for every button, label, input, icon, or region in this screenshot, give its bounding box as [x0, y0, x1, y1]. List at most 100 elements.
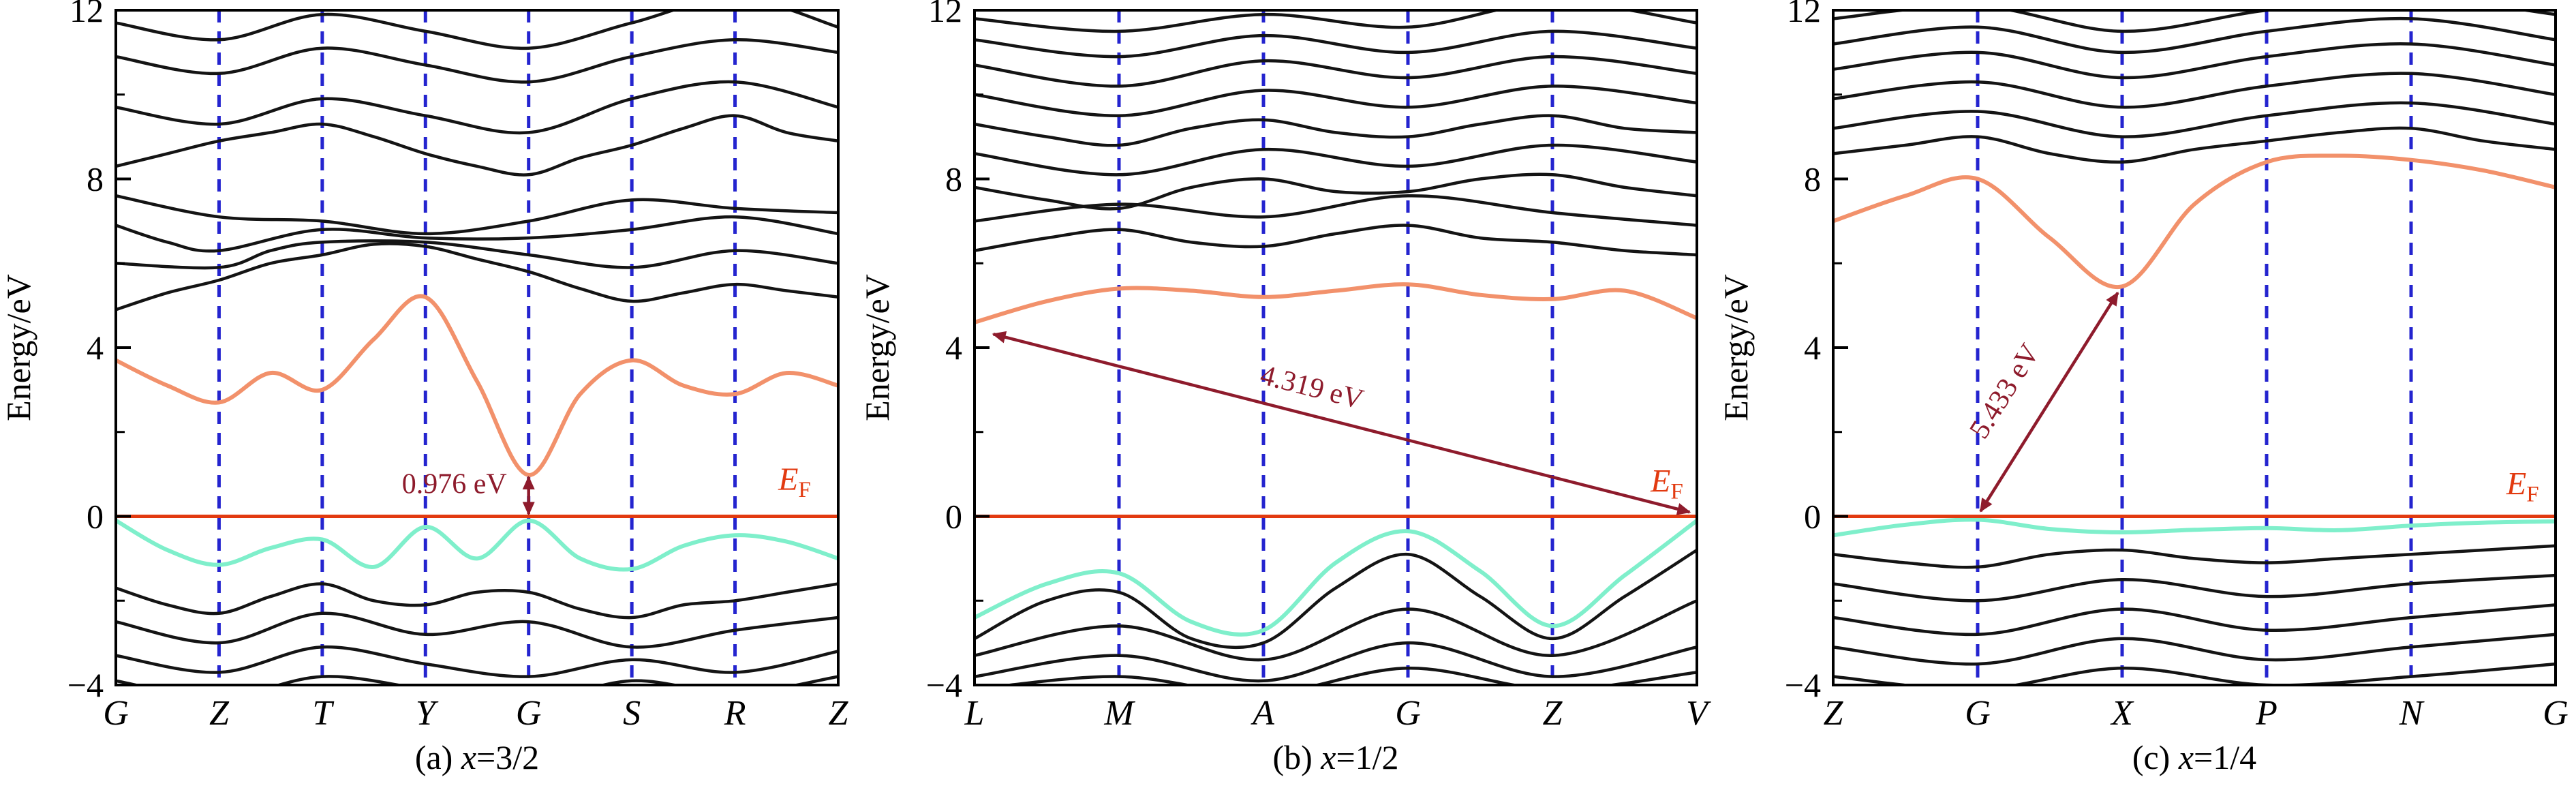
band-gap-arrow — [992, 331, 1691, 515]
x-tick-label: N — [2399, 694, 2425, 733]
band-curve — [1833, 544, 2556, 569]
x-tick-label: G — [516, 694, 542, 733]
fermi-level-label: EF — [2506, 466, 2539, 506]
x-tick-label: A — [1251, 694, 1274, 733]
band-curve — [975, 172, 1697, 211]
valence-band-curve — [975, 518, 1697, 637]
conduction-band-curve — [116, 294, 838, 477]
band-curve — [1833, 10, 2556, 33]
y-axis-label: Energy/eV — [1717, 274, 1755, 421]
band-curve — [116, 10, 838, 50]
panel-c: −4 0 4 8 12 Z G X P N G Energy/eV EF 5.433 eV (c) x=1… — [1717, 0, 2576, 805]
y-tick-label: 8 — [1804, 160, 1821, 198]
x-tick-label: G — [103, 694, 129, 733]
band-curve — [116, 194, 838, 236]
band-curve — [116, 645, 838, 678]
x-tick-label: G — [1395, 694, 1421, 733]
x-tick-label: V — [1686, 694, 1711, 733]
x-tick-label: Z — [209, 694, 230, 733]
y-tick-label: 12 — [70, 0, 104, 29]
x-tick-label: R — [724, 694, 746, 733]
x-tick-label: M — [1103, 694, 1135, 733]
band-plot-a: −4 0 4 8 12 G Z T Y G S R Z Energy/eV EF 0.976 eV — [0, 0, 849, 733]
bands-group — [116, 10, 838, 685]
band-curve — [116, 242, 838, 312]
caption-suffix: =1/2 — [1336, 738, 1399, 776]
y-tick-label: 0 — [945, 498, 962, 536]
x-tick-label: L — [964, 694, 985, 733]
band-curve — [1833, 72, 2556, 109]
band-curve — [975, 55, 1697, 88]
band-curve — [975, 10, 1697, 33]
caption-variable: x — [1321, 738, 1336, 776]
band-curve — [1833, 101, 2556, 138]
x-tick-label: Z — [1824, 694, 1844, 733]
caption-variable: x — [461, 738, 477, 776]
x-tick-label: P — [2255, 694, 2278, 733]
band-curve — [1833, 16, 2556, 55]
panel-b: −4 0 4 8 12 L M A G Z V Energy/eV EF 4.319 eV (b) x=1… — [859, 0, 1717, 805]
band-curve — [1833, 603, 2556, 637]
caption-prefix: (a) — [414, 738, 461, 776]
band-curve — [1833, 633, 2556, 666]
band-curve — [975, 114, 1697, 147]
caption-suffix: =3/2 — [476, 738, 540, 776]
panel-caption-a: (a) x=3/2 — [0, 738, 859, 777]
band-curve — [116, 114, 838, 177]
y-tick-label: 4 — [1804, 329, 1821, 367]
band-curve — [1833, 662, 2556, 685]
plot-frame — [114, 9, 840, 686]
y-tick-label: 0 — [1804, 498, 1821, 536]
conduction-band-curve — [975, 282, 1697, 324]
caption-prefix: (b) — [1272, 738, 1321, 776]
band-curve — [975, 599, 1697, 662]
band-curve — [975, 224, 1697, 257]
y-tick-label: 12 — [928, 0, 962, 29]
y-tick-label: 4 — [945, 329, 962, 367]
x-tick-label: G — [1965, 694, 1991, 733]
band-curve — [116, 38, 838, 84]
band-gap-label: 0.976 eV — [402, 468, 507, 500]
y-tick-label: 4 — [87, 329, 104, 367]
x-tick-label: G — [2543, 694, 2569, 733]
panel-caption-b: (b) x=1/2 — [859, 738, 1717, 777]
y-axis-label: Energy/eV — [0, 274, 37, 421]
fermi-level-label: EF — [1650, 464, 1683, 504]
valence-band-curve — [116, 518, 838, 572]
panel-a: −4 0 4 8 12 G Z T Y G S R Z Energy/eV EF 0.976 eV (a) x… — [0, 0, 859, 805]
band-curve — [116, 239, 838, 270]
y-tick-label: 0 — [87, 498, 104, 536]
y-tick-label: −4 — [926, 666, 962, 704]
band-curve — [975, 143, 1697, 177]
band-curve — [975, 194, 1697, 227]
band-curve — [975, 85, 1697, 117]
bands-group — [975, 10, 1697, 685]
caption-suffix: =1/4 — [2194, 738, 2257, 776]
y-tick-label: 8 — [945, 160, 962, 198]
band-curve — [116, 80, 838, 135]
x-tick-label: S — [623, 694, 641, 733]
x-tick-label: Z — [829, 694, 849, 733]
x-tick-label: Y — [416, 694, 439, 733]
valence-band-curve — [1833, 517, 2556, 538]
band-curve — [975, 548, 1697, 650]
x-tick-label: T — [312, 694, 334, 733]
x-tick-label: Z — [1543, 694, 1563, 733]
fermi-level-label: EF — [778, 461, 811, 502]
caption-variable: x — [2178, 738, 2194, 776]
bands-group — [1833, 10, 2556, 685]
band-curve — [975, 29, 1697, 59]
x-tick-label: X — [2110, 694, 2134, 733]
band-curve — [1833, 126, 2556, 164]
y-tick-label: −4 — [67, 666, 104, 704]
y-tick-label: 12 — [1787, 0, 1821, 29]
y-tick-label: −4 — [1785, 666, 1821, 704]
y-tick-label: 8 — [87, 160, 104, 198]
y-axis-label: Energy/eV — [859, 274, 896, 421]
panel-caption-c: (c) x=1/4 — [1717, 738, 2576, 777]
band-curve — [116, 582, 838, 620]
caption-prefix: (c) — [2132, 738, 2179, 776]
